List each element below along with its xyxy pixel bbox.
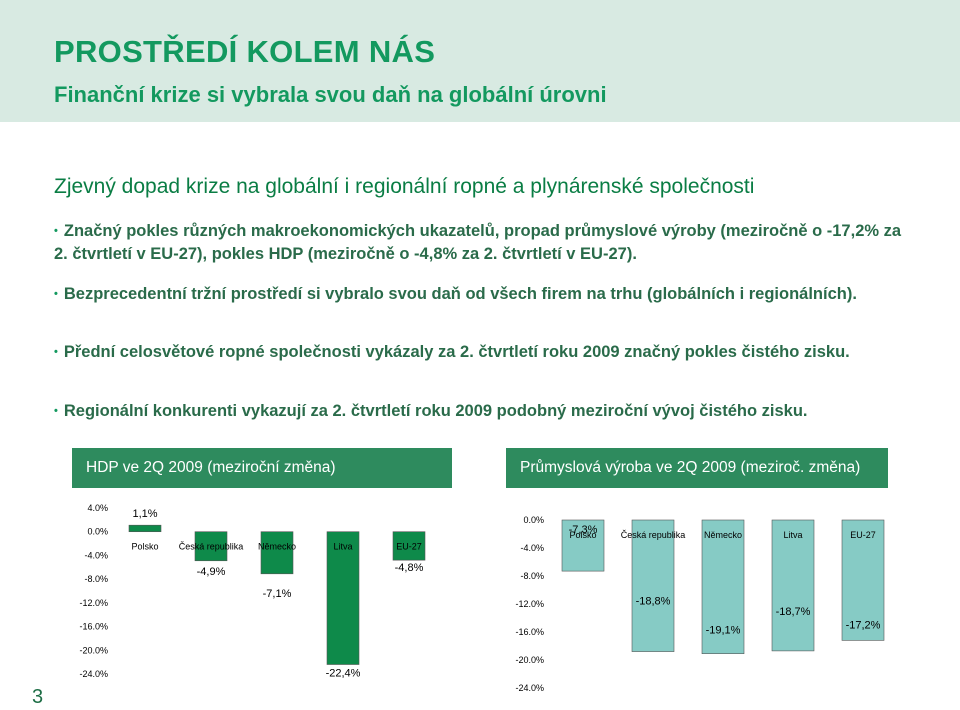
y-tick-label: -16.0% <box>515 627 544 637</box>
x-category-label: Litva <box>333 542 352 552</box>
data-label: -4,8% <box>395 562 424 574</box>
bar <box>326 531 360 665</box>
y-tick-label: -24.0% <box>79 669 108 679</box>
data-label: -7,3% <box>569 524 598 536</box>
bar <box>128 524 162 533</box>
data-label: 1,1% <box>132 508 157 520</box>
data-label: -18,7% <box>776 606 811 618</box>
bar <box>194 531 228 562</box>
bullet-dot-icon: • <box>54 346 58 358</box>
bar <box>631 519 675 652</box>
y-tick-label: 4.0% <box>87 503 108 513</box>
y-tick-label: -24.0% <box>515 683 544 693</box>
header-band <box>0 0 960 122</box>
bar <box>771 519 815 652</box>
y-tick-label: 0.0% <box>523 515 544 525</box>
bullet-item: • Regionální konkurenti vykazují za 2. čt… <box>54 400 904 423</box>
y-tick-label: -20.0% <box>515 655 544 665</box>
y-tick-label: -12.0% <box>79 598 108 608</box>
bullet-dot-icon: • <box>54 405 58 417</box>
x-category-label: Polsko <box>131 542 158 552</box>
bullet-text: Přední celosvětové ropné společnosti vyk… <box>63 343 850 361</box>
y-tick-label: -20.0% <box>79 645 108 655</box>
bullet-text: Značný pokles různých makroekonomických … <box>54 222 902 263</box>
page-subtitle: Finanční krize si vybrala svou daň na gl… <box>54 82 607 107</box>
data-label: -22,4% <box>326 668 361 680</box>
chart-title-hdp: HDP ve 2Q 2009 (meziroční změna) <box>72 448 452 488</box>
bullet-item: • Značný pokles různých makroekonomických… <box>54 220 904 266</box>
y-tick-label: 0.0% <box>87 527 108 537</box>
y-tick-label: -16.0% <box>79 622 108 632</box>
x-category-label: Německo <box>258 542 296 552</box>
data-label: -18,8% <box>636 596 671 608</box>
bar <box>260 531 294 575</box>
bullet-dot-icon: • <box>54 288 58 300</box>
bullet-text: Regionální konkurenti vykazují za 2. čtv… <box>63 402 808 420</box>
x-category-label: EU-27 <box>850 530 876 540</box>
bar <box>392 531 426 561</box>
y-tick-label: -12.0% <box>515 599 544 609</box>
section-heading: Zjevný dopad krize na globální i regioná… <box>54 175 755 198</box>
data-label: -4,9% <box>197 566 226 578</box>
chart-hdp: 4.0% 0.0% -4.0% -8.0% -12.0% -16.0% -20.0% -24.… <box>79 503 426 680</box>
bullet-text: Bezprecedentní tržní prostředí si vybral… <box>63 285 857 303</box>
page-title: PROSTŘEDÍ KOLEM NÁS <box>54 34 436 69</box>
bar <box>841 519 885 641</box>
y-tick-label: -8.0% <box>520 571 544 581</box>
chart-industry: 0.0% -4.0% -8.0% -12.0% -16.0% -20.0% -24.0% Po… <box>515 515 885 693</box>
x-category-label: Litva <box>783 530 802 540</box>
chart-title-industry: Průmyslová výroba ve 2Q 2009 (meziroč. z… <box>506 448 888 488</box>
bullet-item: • Přední celosvětové ropné společnosti vy… <box>54 341 904 364</box>
data-label: -19,1% <box>706 625 741 637</box>
y-tick-label: -8.0% <box>84 574 108 584</box>
x-category-label: EU-27 <box>396 542 422 552</box>
bar <box>561 519 605 572</box>
page-number: 3 <box>32 686 44 708</box>
y-tick-label: -4.0% <box>520 543 544 553</box>
x-category-label: Německo <box>704 530 742 540</box>
x-category-label: Polsko <box>569 530 596 540</box>
data-label: -7,1% <box>263 588 292 600</box>
y-tick-label: -4.0% <box>84 550 108 560</box>
bullet-item: • Bezprecedentní tržní prostředí si vybra… <box>54 283 904 306</box>
x-category-label: Česká republika <box>179 542 244 552</box>
x-category-label: Česká republika <box>621 530 686 540</box>
bar <box>701 519 745 654</box>
bullet-dot-icon: • <box>54 225 58 237</box>
data-label: -17,2% <box>846 619 881 631</box>
